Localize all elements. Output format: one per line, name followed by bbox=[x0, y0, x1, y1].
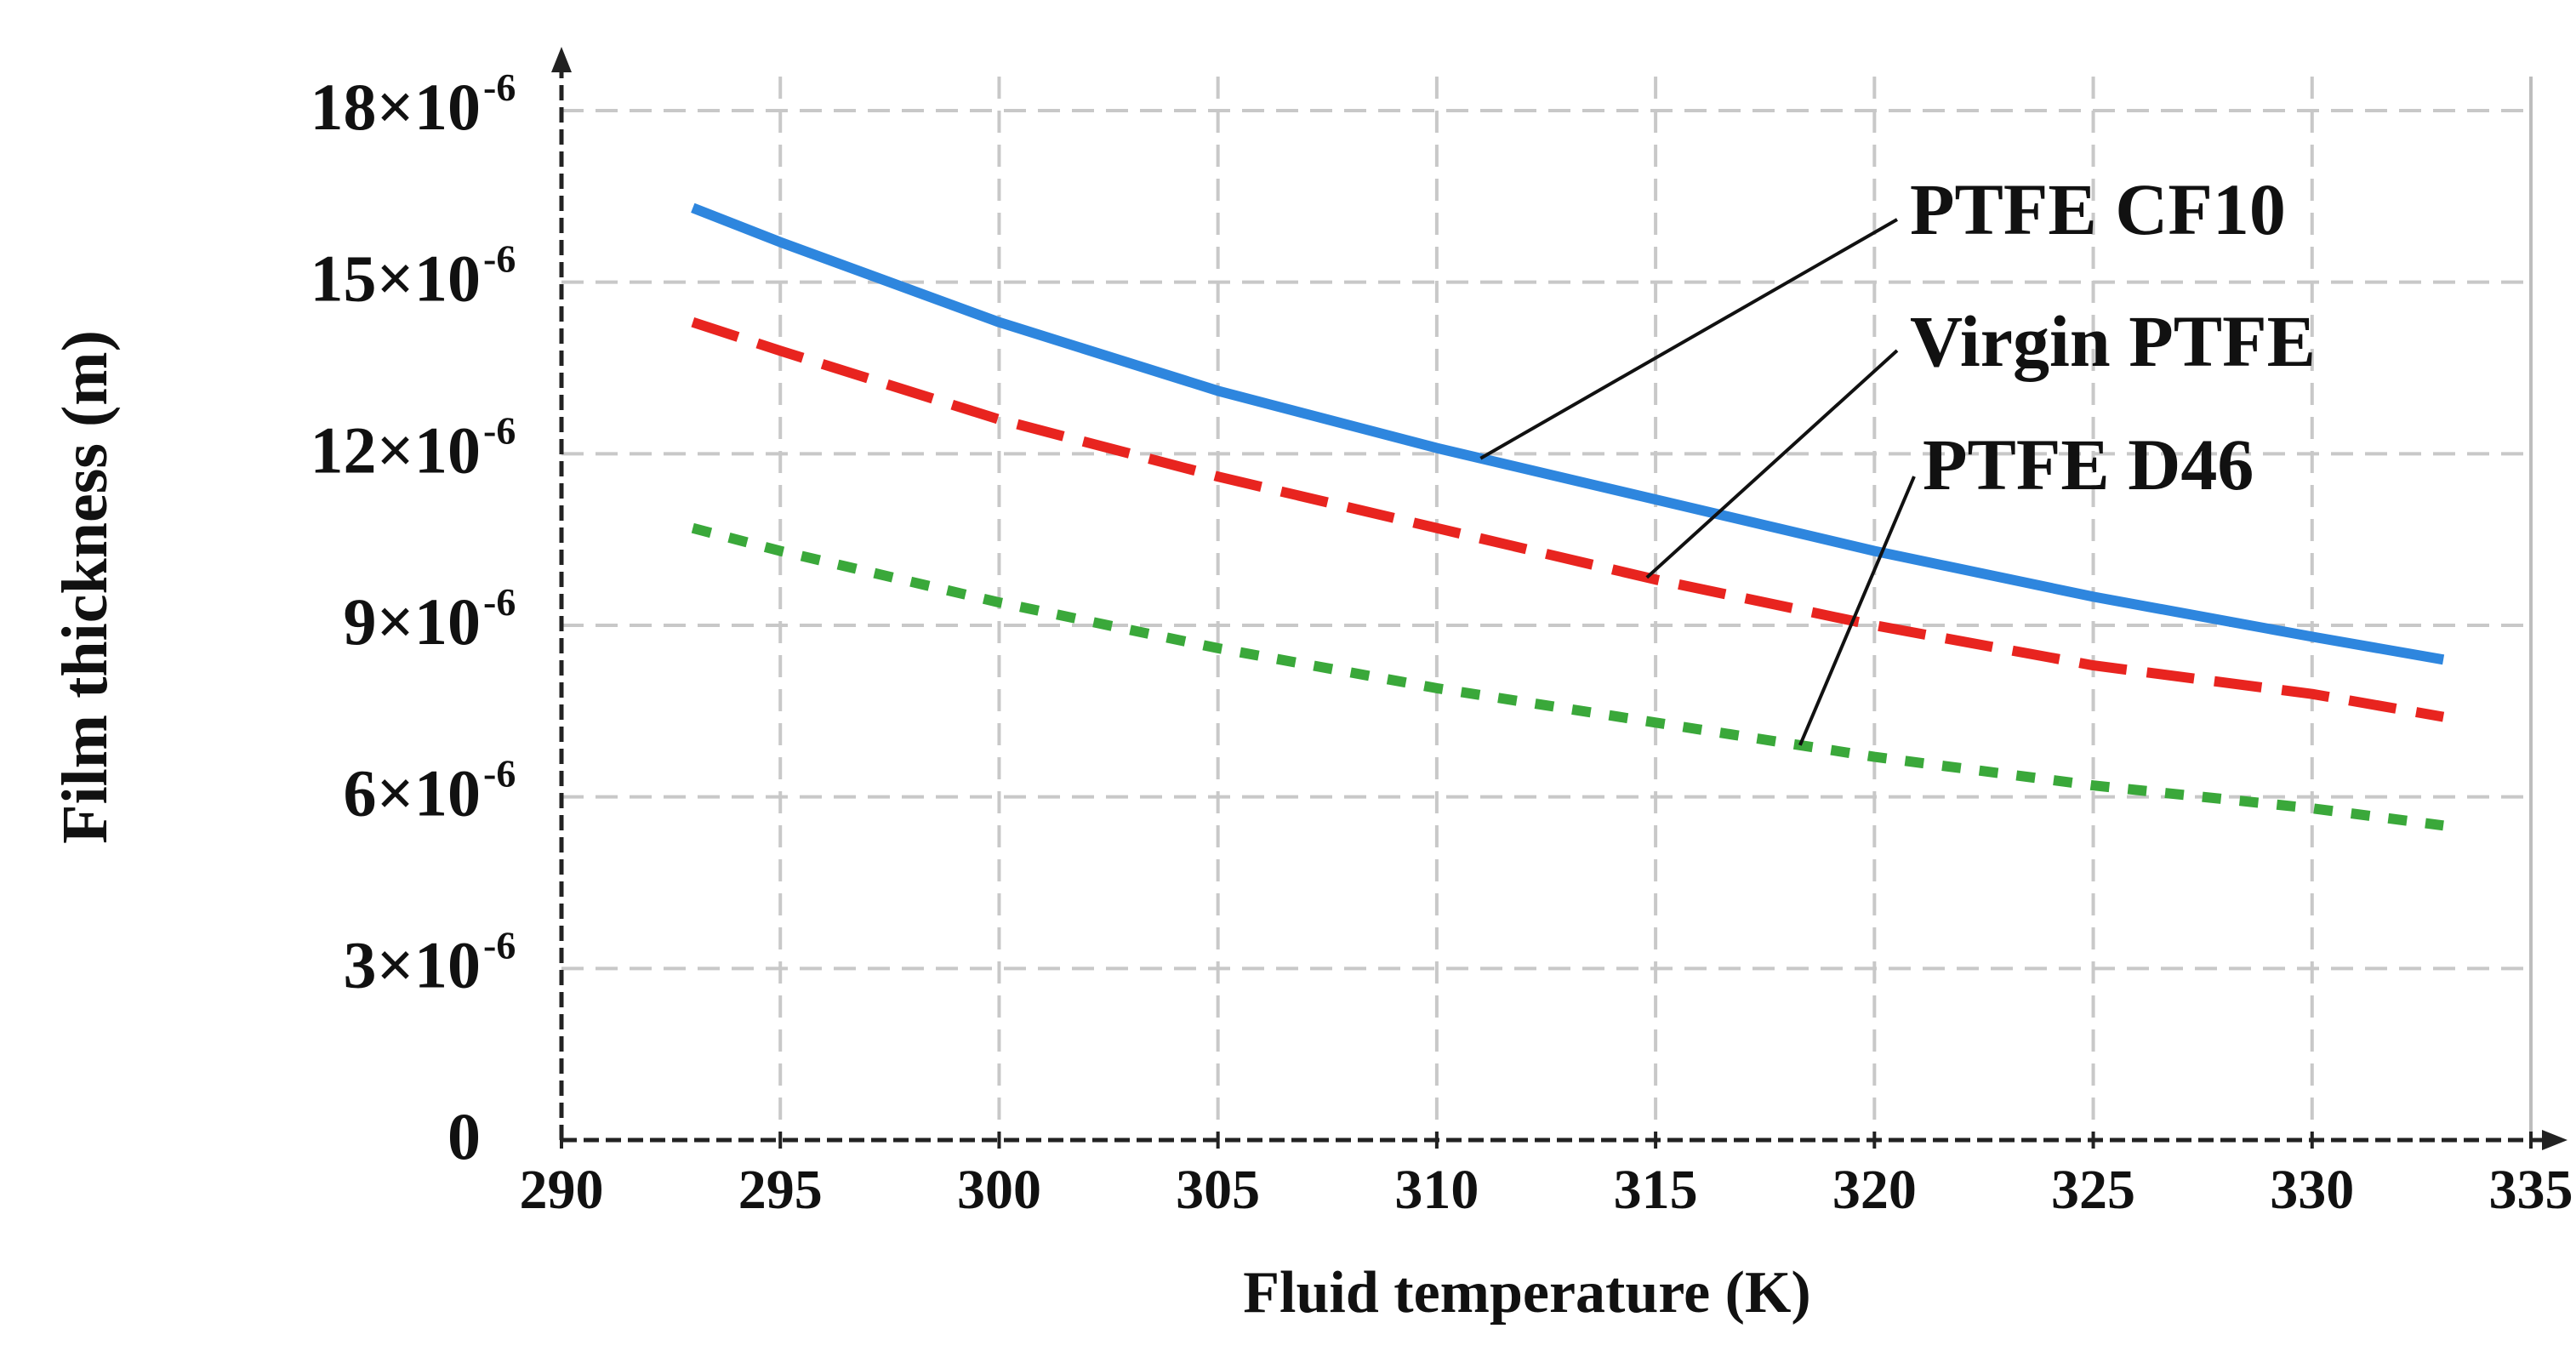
annotation-label-ptfe-cf10: PTFE CF10 bbox=[1910, 168, 2286, 250]
y-axis-title: Film thickness (m) bbox=[49, 330, 121, 844]
y-tick-exponent-6: -6 bbox=[483, 752, 516, 795]
y-tick-label-9: 9×10 bbox=[344, 584, 481, 659]
x-tick-label-295: 295 bbox=[738, 1159, 823, 1221]
annotation-label-ptfe-d46: PTFE D46 bbox=[1923, 424, 2254, 505]
x-axis-arrow-icon bbox=[2542, 1130, 2567, 1150]
axes bbox=[551, 47, 2567, 1150]
x-tick-label-320: 320 bbox=[1832, 1159, 1917, 1221]
series-line-ptfe-cf10 bbox=[691, 202, 2445, 665]
x-tick-label-305: 305 bbox=[1176, 1159, 1260, 1221]
series-layer bbox=[691, 202, 2445, 831]
x-tick-label-310: 310 bbox=[1394, 1159, 1479, 1221]
x-tick-label-300: 300 bbox=[957, 1159, 1041, 1221]
y-tick-exponent-18: -6 bbox=[483, 66, 516, 109]
annotation-leader-0 bbox=[1479, 218, 1898, 460]
y-tick-label-12: 12×10 bbox=[311, 413, 481, 487]
y-tick-label-15: 15×10 bbox=[311, 242, 481, 316]
y-tick-exponent-9: -6 bbox=[483, 580, 516, 624]
annotations: PTFE CF10 Virgin PTFE PTFE D46 bbox=[1479, 168, 2316, 746]
y-tick-label-6: 6×10 bbox=[344, 756, 481, 830]
x-tick-label-315: 315 bbox=[1614, 1159, 1698, 1221]
x-tick-label-335: 335 bbox=[2489, 1159, 2573, 1221]
y-tick-exponent-15: -6 bbox=[483, 237, 516, 281]
x-axis-title: Fluid temperature (K) bbox=[1243, 1260, 1810, 1326]
y-tick-exponent-12: -6 bbox=[483, 408, 516, 452]
series-line-ptfe-d46 bbox=[691, 522, 2444, 831]
y-axis-arrow-icon bbox=[551, 47, 572, 72]
y-tick-label-3: 3×10 bbox=[344, 927, 481, 1001]
series-line-virgin-ptfe bbox=[691, 316, 2445, 722]
annotation-leader-2 bbox=[1798, 476, 1916, 746]
x-tick-label-290: 290 bbox=[520, 1159, 604, 1221]
y-tick-label-18: 18×10 bbox=[311, 70, 481, 144]
y-tick-exponent-3: -6 bbox=[483, 923, 516, 966]
annotation-leader-1 bbox=[1645, 349, 1899, 579]
y-tick-label-0: 0 bbox=[447, 1099, 481, 1173]
x-tick-label-330: 330 bbox=[2270, 1159, 2354, 1221]
annotation-label-virgin-ptfe: Virgin PTFE bbox=[1910, 300, 2316, 382]
x-tick-label-325: 325 bbox=[2051, 1159, 2135, 1221]
